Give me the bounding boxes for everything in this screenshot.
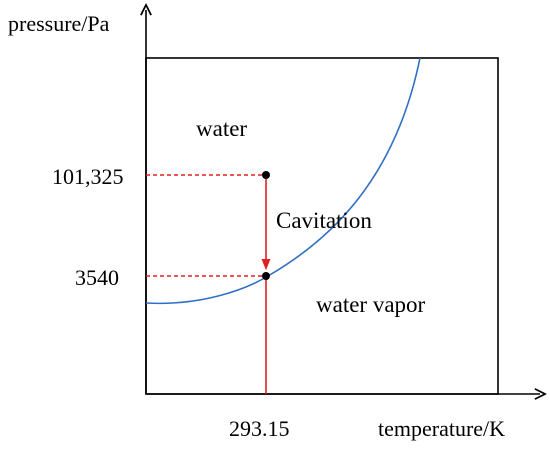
point-saturation: [262, 272, 270, 280]
y-axis-title: pressure/Pa: [8, 11, 110, 36]
region-label-water-vapor: water vapor: [316, 292, 426, 317]
x-axis-title: temperature/K: [378, 416, 506, 441]
x-tick-temperature: 293.15: [229, 416, 290, 441]
y-tick-upper: 101,325: [52, 164, 124, 189]
y-tick-lower: 3540: [75, 265, 119, 290]
cavitation-label: Cavitation: [276, 208, 372, 233]
region-label-water: water: [196, 116, 248, 141]
vapor-pressure-curve: [145, 57, 421, 305]
point-atmospheric: [262, 171, 270, 179]
